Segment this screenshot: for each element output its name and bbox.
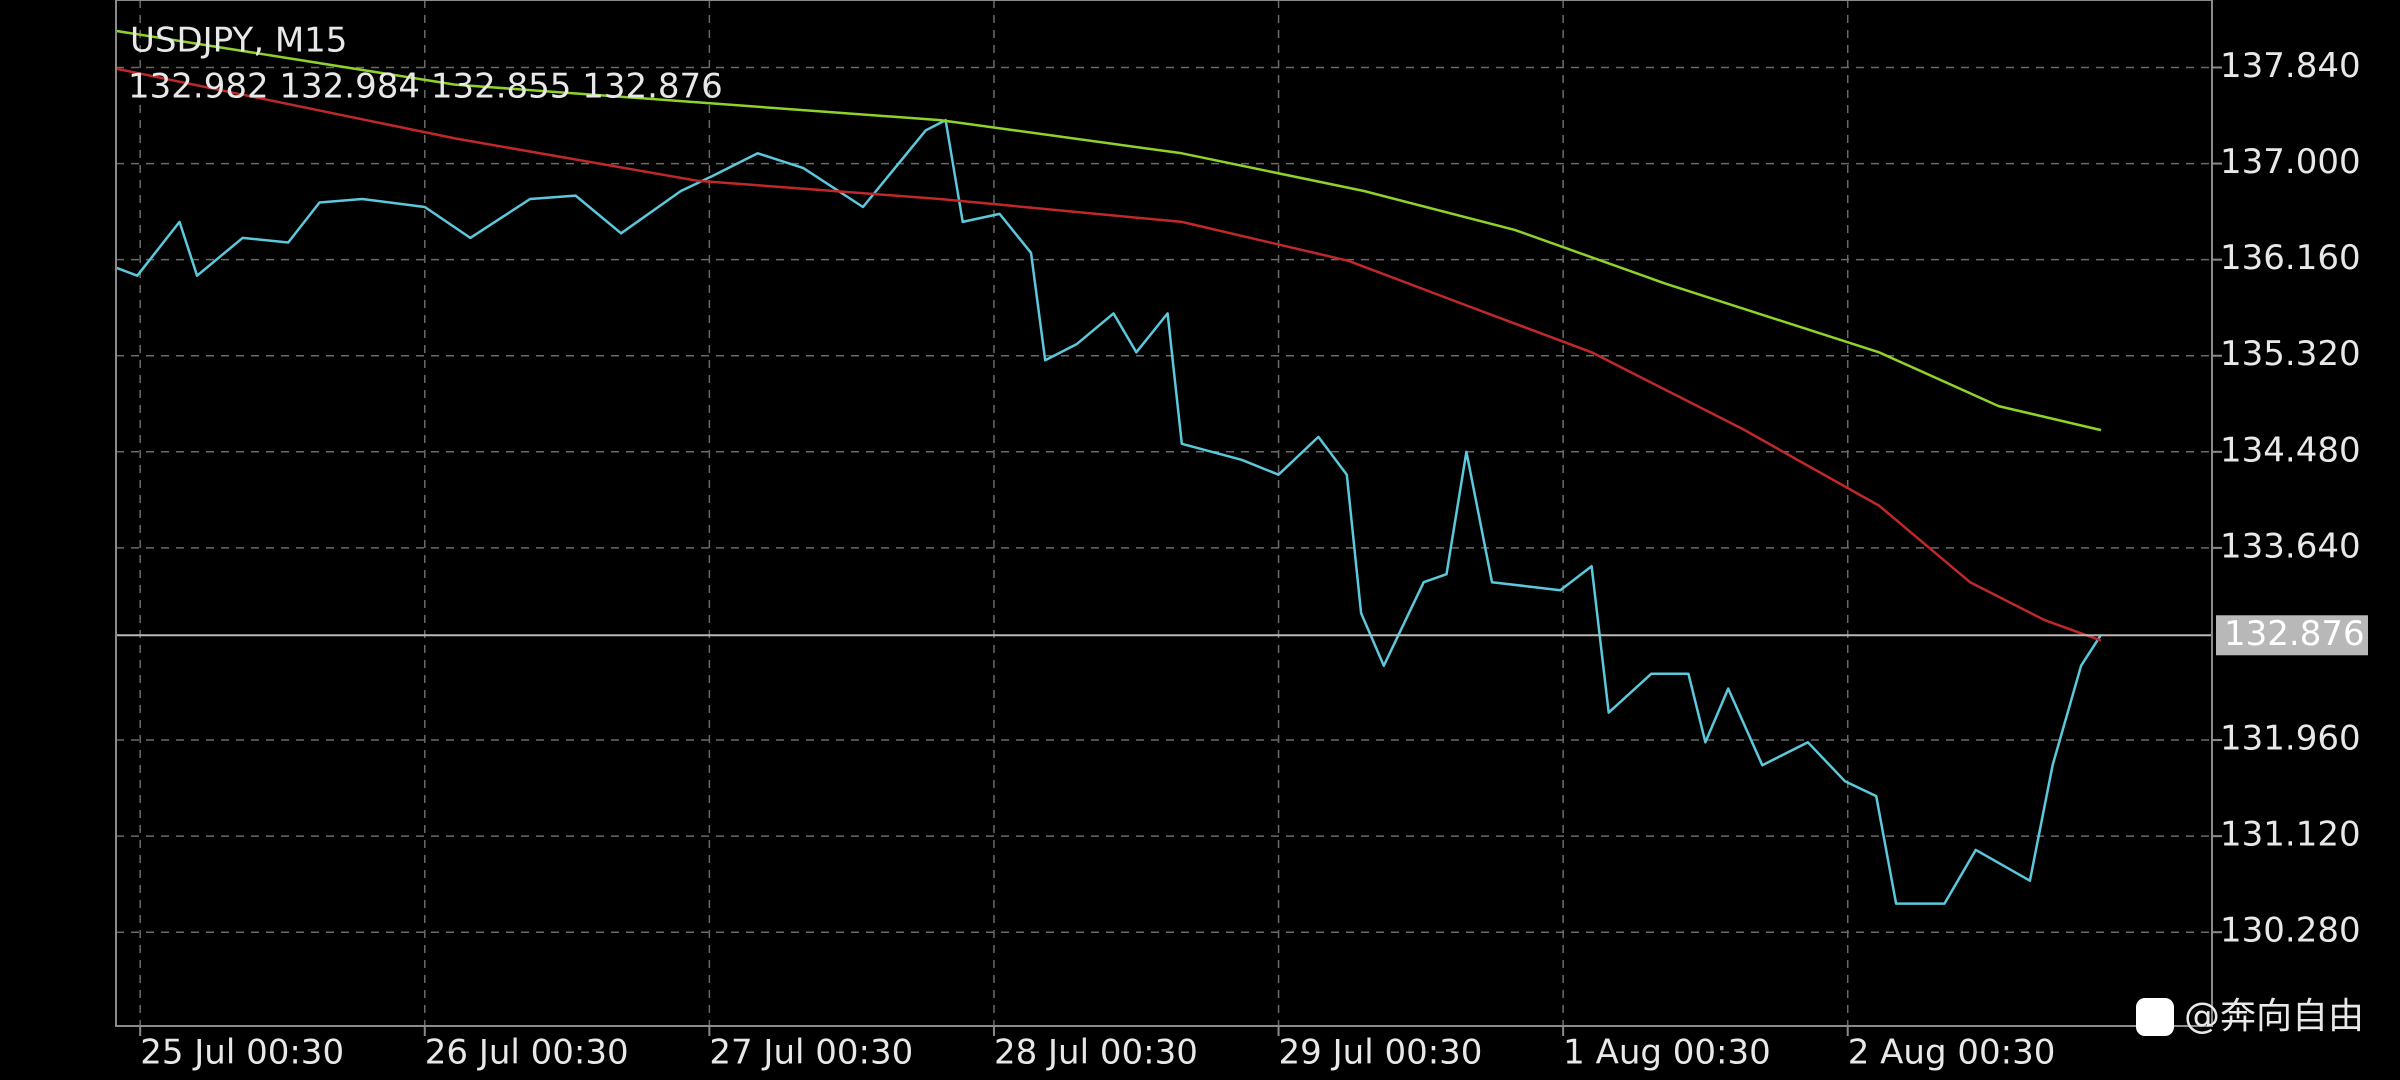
watermark: @奔向自由 <box>2136 996 2364 1037</box>
plot-marks <box>115 29 2212 905</box>
x-tick-label: 28 Jul 00:30 <box>994 1033 1198 1073</box>
x-tick-label: 2 Aug 00:30 <box>1848 1033 2056 1073</box>
chart-title: USDJPY, M15 <box>130 21 347 61</box>
y-tick-label: 134.480 <box>2220 430 2361 470</box>
current-price-box <box>2216 615 2368 656</box>
y-tick-label: 137.840 <box>2220 46 2361 86</box>
plot-frame <box>115 0 2213 1027</box>
y-tick-label: 130.280 <box>2220 911 2361 951</box>
watermark-icon <box>2136 998 2174 1036</box>
y-tick-label: 133.640 <box>2220 526 2361 566</box>
y-tick-label: 137.000 <box>2220 142 2361 182</box>
price-line <box>115 118 2103 905</box>
y-tick-label: 131.120 <box>2220 815 2361 855</box>
price-line <box>115 67 2102 642</box>
watermark-text: @奔向自由 <box>2184 996 2364 1037</box>
x-tick-label: 29 Jul 00:30 <box>1279 1033 1483 1073</box>
y-tick-label: 136.160 <box>2220 238 2361 278</box>
y-tick-label: 135.320 <box>2220 334 2361 374</box>
x-tick-label: 26 Jul 00:30 <box>425 1033 629 1073</box>
x-tick-label: 27 Jul 00:30 <box>709 1033 913 1073</box>
x-tick-label: 25 Jul 00:30 <box>140 1033 344 1073</box>
x-tick-label: 1 Aug 00:30 <box>1563 1033 1771 1073</box>
grid <box>116 0 2212 1026</box>
ohlc-label: 132.982 132.984 132.855 132.876 <box>128 67 723 107</box>
current-price-label: 132.876 <box>2224 614 2365 654</box>
y-tick-label: 131.960 <box>2220 719 2361 759</box>
price-line <box>115 29 2102 432</box>
